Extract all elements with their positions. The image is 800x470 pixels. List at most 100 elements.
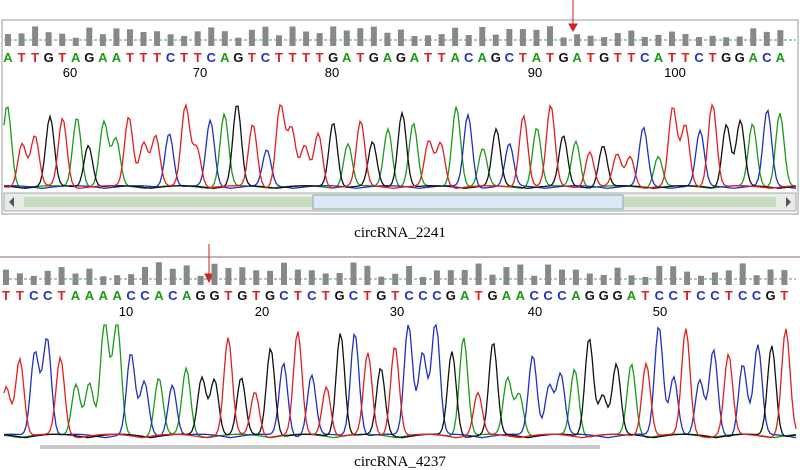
- scroll-thumb[interactable]: [312, 194, 624, 210]
- trace-t: [3, 103, 796, 189]
- quality-bar: [100, 276, 107, 285]
- quality-bar: [698, 275, 704, 285]
- base-call: G: [328, 50, 338, 65]
- quality-bar: [72, 273, 79, 285]
- quality-bar: [294, 269, 301, 285]
- quality-bar: [3, 269, 9, 285]
- base-call: T: [627, 50, 635, 65]
- base-call: C: [464, 50, 474, 65]
- quality-bar: [668, 31, 675, 46]
- quality-bar: [447, 270, 454, 285]
- quality-bar: [59, 33, 66, 46]
- quality-bar: [696, 37, 703, 46]
- base-call: A: [450, 50, 460, 65]
- base-call: A: [516, 288, 526, 303]
- quality-bar: [86, 27, 93, 46]
- base-call: C: [752, 288, 762, 303]
- position-label: 30: [390, 304, 404, 319]
- base-call: A: [113, 288, 123, 303]
- quality-bar: [32, 26, 39, 46]
- quality-bar: [262, 26, 269, 46]
- base-call: G: [613, 288, 623, 303]
- quality-bar: [58, 267, 65, 285]
- base-call: G: [585, 288, 595, 303]
- quality-bar: [753, 275, 760, 285]
- quality-bar: [267, 270, 274, 285]
- quality-bar: [142, 266, 148, 285]
- base-call: A: [154, 288, 164, 303]
- quality-bar: [167, 34, 174, 46]
- quality-bar: [194, 31, 201, 46]
- quality-bar: [736, 36, 743, 46]
- base-call: T: [322, 288, 330, 303]
- base-call: T: [391, 288, 399, 303]
- panel-frame: [1, 19, 799, 215]
- base-call: A: [627, 288, 637, 303]
- base-call: A: [460, 288, 470, 303]
- quality-bar: [723, 37, 730, 46]
- base-call: T: [180, 50, 188, 65]
- base-call: T: [682, 50, 690, 65]
- base-call: T: [725, 288, 733, 303]
- quality-bar: [128, 274, 135, 285]
- base-call: C: [349, 288, 359, 303]
- quality-bar: [45, 32, 52, 46]
- base-call: C: [655, 288, 665, 303]
- quality-bar: [235, 37, 242, 46]
- base-call: T: [363, 288, 371, 303]
- position-label: 20: [255, 304, 269, 319]
- base-call: T: [424, 50, 432, 65]
- quality-bar: [211, 263, 218, 285]
- base-call: C: [696, 288, 706, 303]
- base-call: G: [599, 288, 609, 303]
- base-call: A: [220, 50, 230, 65]
- base-call: A: [410, 50, 420, 65]
- base-call: G: [446, 288, 456, 303]
- quality-bar: [547, 26, 553, 46]
- base-call: C: [738, 288, 748, 303]
- base-call: T: [302, 50, 310, 65]
- quality-bar: [289, 26, 296, 46]
- base-call: G: [209, 288, 219, 303]
- quality-bar: [239, 267, 246, 285]
- quality-bar: [114, 275, 121, 285]
- base-call: A: [749, 50, 759, 65]
- quality-bar: [169, 268, 176, 285]
- base-call: C: [261, 50, 271, 65]
- base-call: T: [194, 50, 202, 65]
- quality-bar: [709, 35, 716, 46]
- quality-bar: [503, 267, 510, 285]
- base-call: T: [438, 50, 446, 65]
- base-call: C: [404, 288, 414, 303]
- quality-bar: [308, 270, 315, 285]
- base-call: T: [668, 50, 676, 65]
- quality-bar: [670, 266, 677, 285]
- base-call: G: [265, 288, 275, 303]
- base-call: T: [294, 288, 302, 303]
- base-call: C: [505, 50, 515, 65]
- quality-bar: [370, 26, 377, 46]
- quality-bar: [531, 275, 538, 285]
- base-call: G: [44, 50, 54, 65]
- position-label: 50: [653, 304, 667, 319]
- base-call: T: [316, 50, 324, 65]
- quality-bar: [489, 274, 496, 285]
- base-call: A: [502, 288, 512, 303]
- quality-bar: [154, 31, 161, 46]
- quality-bar: [420, 276, 426, 285]
- quality-bar: [316, 33, 323, 46]
- base-call: A: [532, 50, 542, 65]
- base-call: C: [307, 288, 317, 303]
- base-call: G: [335, 288, 345, 303]
- quality-bar: [614, 267, 621, 285]
- quality-bar: [682, 33, 689, 46]
- quality-bar: [208, 27, 215, 46]
- quality-bar: [763, 31, 770, 46]
- quality-bar: [225, 267, 232, 285]
- quality-bar: [86, 268, 93, 285]
- quality-bar: [601, 37, 608, 46]
- quality-bar: [739, 263, 746, 285]
- quality-bar: [253, 270, 260, 285]
- base-call: A: [71, 50, 81, 65]
